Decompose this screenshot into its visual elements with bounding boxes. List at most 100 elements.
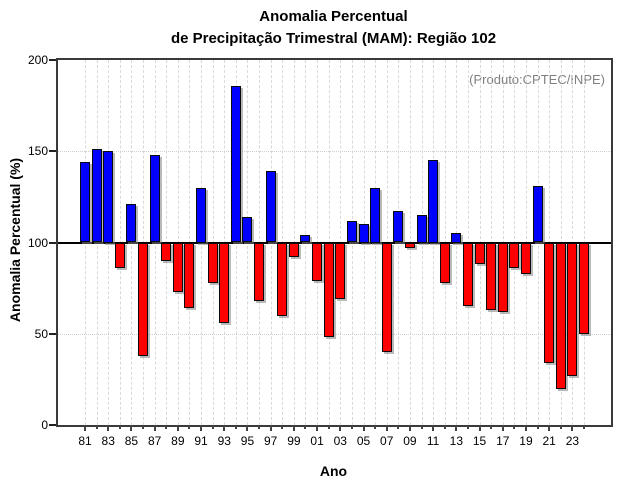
chart-title: Anomalia Percentual	[259, 8, 408, 25]
chart-subtitle: de Precipitação Trimestral (MAM): Região…	[170, 30, 497, 47]
x-tick-label: 01	[310, 434, 324, 448]
bar-1991	[196, 187, 207, 243]
x-tick	[408, 425, 411, 431]
bar-2010	[416, 215, 427, 243]
x-tick	[188, 425, 191, 429]
bar-1989	[172, 242, 183, 292]
x-tick-label: 87	[147, 434, 162, 448]
bar-1998	[277, 242, 288, 316]
x-tick	[200, 425, 203, 431]
x-tick-label: 05	[356, 434, 371, 448]
x-tick	[304, 425, 307, 429]
bar-1999	[288, 242, 299, 258]
x-tick-label: 11	[426, 434, 440, 448]
plot-area: (Produto:CPTEC/INPE) 0 50 100 150 200 81 83 85 8…	[28, 53, 613, 448]
bar-1985	[126, 204, 137, 243]
y-tick	[49, 241, 56, 244]
x-tick	[490, 425, 493, 429]
bar-1990	[184, 242, 195, 309]
x-tick-label: 95	[240, 434, 255, 448]
bar-2004	[346, 220, 357, 243]
bar-1992	[207, 242, 218, 283]
x-tick-label: 85	[124, 434, 139, 448]
x-tick	[153, 425, 156, 431]
y-tick-label: 100	[27, 235, 48, 250]
x-tick	[165, 425, 168, 429]
bar-2006	[370, 187, 381, 243]
x-tick	[176, 425, 179, 431]
x-tick	[107, 425, 110, 431]
bar-2021	[544, 242, 555, 363]
bar-1996	[254, 242, 265, 301]
bar-1983	[103, 151, 114, 243]
y-tick-label: 0	[41, 418, 48, 432]
x-tick-label: 93	[217, 434, 231, 448]
x-tick	[501, 425, 504, 431]
bar-2013	[451, 233, 462, 243]
x-tick	[524, 425, 527, 431]
bar-2007	[381, 242, 392, 352]
bar-2023	[567, 242, 578, 376]
x-tick	[281, 425, 284, 429]
x-tick-label: 19	[519, 434, 533, 448]
x-tick	[95, 425, 98, 429]
bar-1994	[230, 85, 241, 243]
bar-1993	[219, 242, 230, 323]
bar-2022	[555, 242, 566, 389]
x-tick	[513, 425, 516, 429]
bar-2015	[474, 242, 485, 265]
x-tick	[559, 425, 562, 429]
x-tick	[571, 425, 574, 431]
x-tick	[258, 425, 261, 429]
bar-2000	[300, 235, 311, 243]
bar-2002	[323, 242, 334, 338]
bar-2009	[404, 242, 415, 248]
x-tick	[234, 425, 237, 429]
bar-2012	[439, 242, 450, 283]
x-tick-label: 07	[380, 434, 394, 448]
bar-1986	[138, 242, 149, 356]
x-tick	[327, 425, 330, 429]
y-tick-label: 150	[27, 144, 48, 159]
x-tick-label: 81	[78, 434, 92, 448]
x-tick	[536, 425, 539, 429]
x-tick-label: 99	[287, 434, 301, 448]
y-gridline	[58, 151, 611, 153]
bar-1984	[114, 242, 125, 269]
x-tick-label: 09	[403, 434, 417, 448]
bar-2018	[509, 242, 520, 269]
x-tick	[455, 425, 458, 431]
x-tick	[466, 425, 469, 429]
y-tick	[49, 424, 56, 426]
bar-1995	[242, 216, 253, 243]
y-tick	[49, 332, 56, 335]
bar-2005	[358, 224, 369, 243]
chart-title-block: Anomalia Percentual de Precipitação Trim…	[57, 6, 610, 50]
x-tick	[374, 425, 377, 429]
bar-2003	[335, 242, 346, 300]
x-tick	[397, 425, 400, 429]
x-tick	[246, 425, 249, 431]
x-tick	[362, 425, 365, 431]
x-tick-label: 17	[496, 434, 510, 448]
bar-1981	[80, 162, 90, 243]
x-tick	[443, 425, 446, 429]
bar-2016	[486, 242, 497, 311]
x-tick	[269, 425, 272, 431]
bar-1997	[265, 171, 276, 243]
y-tick-label: 200	[27, 53, 48, 67]
y-tick-label: 50	[34, 326, 48, 341]
bar-2008	[393, 211, 404, 243]
x-tick-label: 13	[449, 434, 464, 448]
x-tick	[583, 425, 585, 429]
x-tick	[223, 425, 226, 431]
x-tick	[339, 425, 342, 431]
x-tick	[142, 425, 145, 429]
x-tick	[130, 425, 133, 431]
bar-2019	[520, 242, 531, 274]
x-tick-label: 89	[171, 434, 185, 448]
x-tick	[420, 425, 423, 429]
x-tick-label: 83	[101, 434, 115, 448]
x-tick	[118, 425, 121, 429]
x-tick-label: 97	[263, 434, 278, 448]
